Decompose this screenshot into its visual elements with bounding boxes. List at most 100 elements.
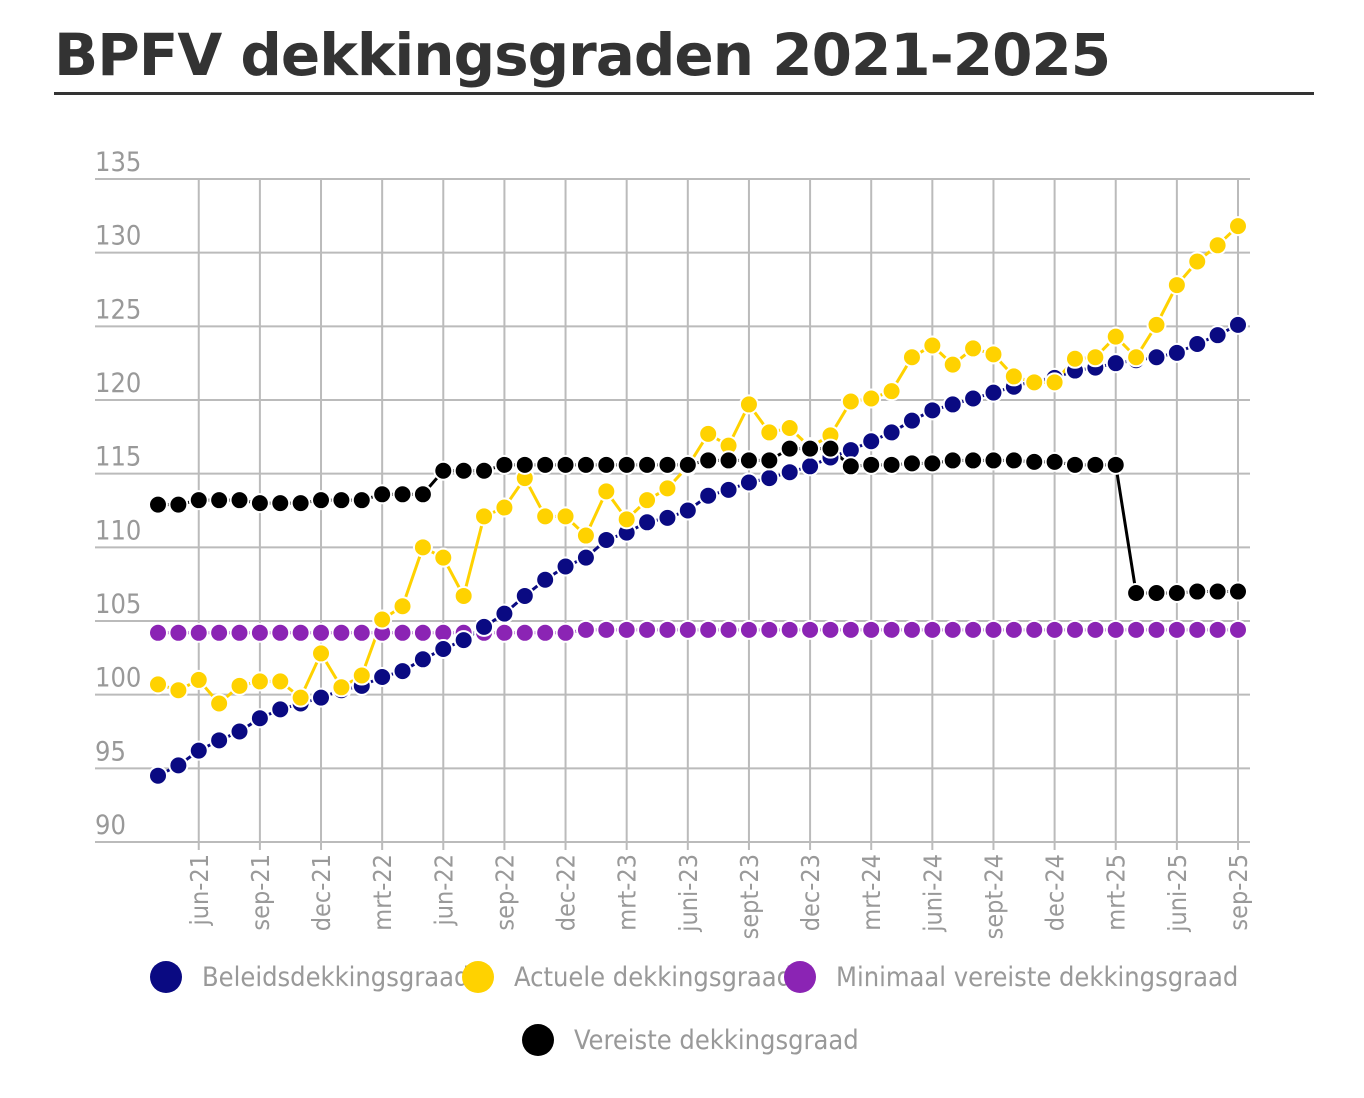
data-point [1166,583,1187,604]
data-point [249,671,270,692]
data-point [555,622,576,643]
data-point [148,622,168,643]
y-tick-label: 135 [95,147,141,178]
data-point [637,454,658,475]
y-tick-label: 95 [95,736,126,767]
data-point [942,354,963,375]
data-point [616,454,637,475]
data-point [596,619,617,640]
data-point [1166,342,1187,363]
data-point [963,338,984,359]
data-point [311,643,332,664]
data-point [249,708,270,729]
data-point [840,456,861,477]
data-point [229,490,250,511]
data-point [922,335,943,356]
data-point [555,506,576,527]
data-point [657,619,678,640]
data-point [698,423,719,444]
title-underline [54,92,1314,95]
data-point [779,462,800,483]
data-point [535,622,556,643]
data-point [209,490,230,511]
data-point [840,391,861,412]
data-point [616,619,637,640]
y-tick-label: 130 [95,221,141,252]
y-tick-label: 120 [95,368,141,399]
y-tick-label: 105 [95,589,141,620]
legend-label: Beleidsdekkingsgraad [202,961,470,993]
data-point [168,680,189,701]
data-point [351,622,372,643]
data-point [861,431,882,452]
data-point [1105,454,1126,475]
data-point [698,450,719,471]
data-point [372,666,393,687]
data-point [677,619,698,640]
data-point [983,619,1004,640]
data-point [1146,347,1167,368]
x-tick-label: mrt-22 [368,854,397,931]
data-point [881,422,902,443]
x-tick-label: mrt-23 [613,854,642,931]
data-point [494,454,515,475]
data-point [901,453,922,474]
y-tick-label: 90 [95,810,126,841]
data-point [1064,454,1085,475]
legend-item-minimaal-vereiste-dekkingsgraad[interactable]: Minimaal vereiste dekkingsgraad [784,961,1238,993]
data-point [1207,581,1228,602]
data-point [1105,353,1126,374]
data-point [738,394,759,415]
data-point [535,506,556,527]
x-tick-label: mrt-25 [1102,854,1131,931]
data-point [657,478,678,499]
legend-marker-icon [462,961,494,993]
legend-marker-icon [150,961,182,993]
data-point [718,479,739,500]
data-point [1207,325,1228,346]
legend-item-beleidsdekkingsgraad[interactable]: Beleidsdekkingsgraad [150,961,469,993]
data-point [249,493,270,514]
data-point [392,622,413,643]
data-point [800,619,821,640]
legend-marker-icon [784,961,816,993]
data-point [188,740,209,761]
data-point [331,622,352,643]
data-point [229,675,250,696]
data-point [1146,619,1167,640]
data-point [596,454,617,475]
data-point [657,507,678,528]
data-point [188,622,209,643]
data-point [738,472,759,493]
legend-label: Minimaal vereiste dekkingsgraad [836,961,1239,993]
data-point [1228,619,1248,640]
data-point [168,494,189,515]
data-point [1166,275,1187,296]
x-tick-label: juni-24 [918,854,947,933]
data-point [881,381,902,402]
data-point [1207,619,1228,640]
data-point [779,417,800,438]
data-point [922,619,943,640]
y-tick-label: 125 [95,294,141,325]
data-point [779,619,800,640]
data-point [1064,348,1085,369]
data-point [881,619,902,640]
data-point [983,344,1004,365]
data-point [901,410,922,431]
data-point [514,454,535,475]
data-point [433,638,454,659]
data-point [311,622,332,643]
data-point [1146,583,1167,604]
data-point [372,484,393,505]
data-point [433,547,454,568]
data-point [1003,366,1024,387]
legend-item-actuele-dekkingsgraad[interactable]: Actuele dekkingsgraad [462,961,792,993]
data-point [392,484,413,505]
data-point [229,622,250,643]
data-point [372,609,393,630]
data-point [1228,581,1248,602]
data-point [290,687,311,708]
legend-item-vereiste-dekkingsgraad[interactable]: Vereiste dekkingsgraad [522,1024,859,1056]
data-point [209,693,230,714]
